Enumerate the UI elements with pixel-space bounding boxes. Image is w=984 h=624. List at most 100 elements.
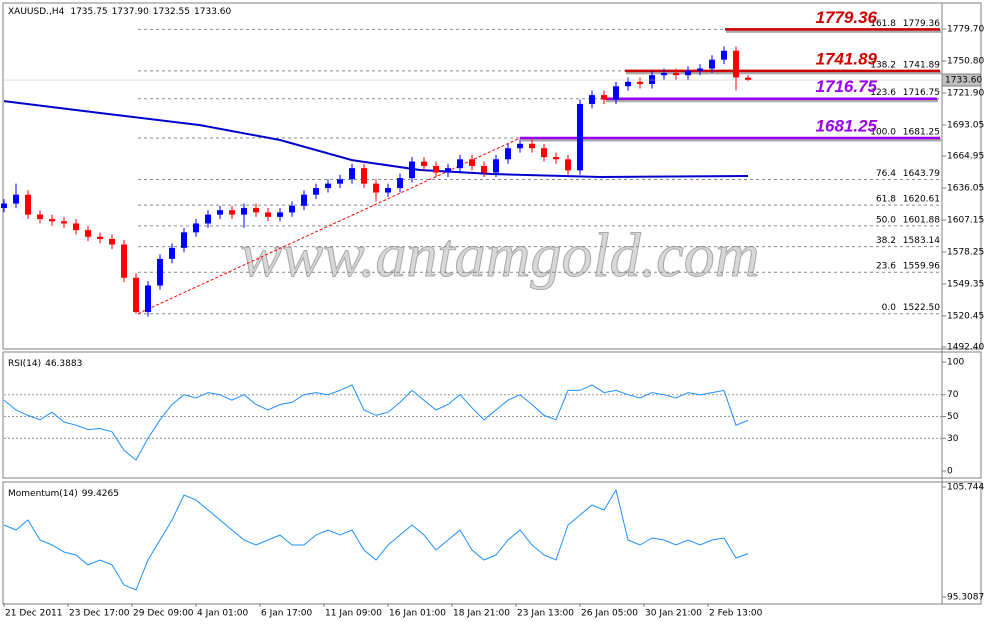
x-tick-label: 4 Jan 01:00 <box>197 609 249 619</box>
chart-header: XAUUSD.,H4 1735.75 1737.90 1732.55 1733.60 <box>8 7 232 17</box>
momentum-current: 99.4265 <box>82 489 119 499</box>
indicator-line <box>3 488 749 591</box>
momentum-panel <box>2 481 982 605</box>
x-tick-label: 29 Dec 09:00 <box>133 609 194 619</box>
candle-body <box>325 183 331 189</box>
fib-ratio: 100.0 <box>870 127 896 137</box>
x-tick-label: 18 Jan 21:00 <box>453 609 510 619</box>
candle-body <box>253 207 259 213</box>
candle-body <box>217 210 223 215</box>
fib-ratio: 138.2 <box>870 60 896 70</box>
y-tick-label: 1664.95 <box>947 152 984 162</box>
candle-body <box>337 179 343 184</box>
candle-body <box>313 188 319 195</box>
candle-body <box>1 203 7 208</box>
candle-body <box>505 148 511 160</box>
y-tick-label: 1693.05 <box>947 120 984 130</box>
high: 1737.90 <box>112 7 149 17</box>
candle-body <box>649 75 655 85</box>
candle-body <box>349 168 355 180</box>
candle-body <box>385 188 391 193</box>
symbol: XAUUSD.,H4 <box>8 7 65 17</box>
level-label: 1779.36 <box>816 8 878 27</box>
price-panel <box>2 2 982 350</box>
candle-body <box>685 70 691 76</box>
fib-price: 1779.36 <box>903 19 940 29</box>
x-tick-label: 2 Feb 13:00 <box>709 609 763 619</box>
y-tick-label: 95.3087 <box>947 593 984 603</box>
candle-body <box>157 258 163 286</box>
fib-ratio: 61.8 <box>876 195 896 205</box>
candle-body <box>613 86 619 100</box>
candle-body <box>169 247 175 259</box>
fib-price: 1522.50 <box>903 303 940 313</box>
fib-ratio: 123.6 <box>870 88 896 98</box>
moving-average <box>3 100 749 179</box>
y-tick-label: 100 <box>947 358 964 368</box>
fib-price: 1643.79 <box>903 169 940 179</box>
fib-ratio: 76.4 <box>876 169 896 179</box>
candle-body <box>409 161 415 179</box>
y-tick-label: 70 <box>947 390 959 400</box>
y-tick-label: 0 <box>947 467 953 477</box>
low: 1732.55 <box>153 7 190 17</box>
fib-price: 1559.96 <box>903 262 940 272</box>
candle-body <box>493 159 499 173</box>
candle-body <box>577 103 583 171</box>
candle-body <box>601 95 607 100</box>
candle-body <box>49 219 55 222</box>
candle-body <box>109 238 115 245</box>
y-tick-label: 30 <box>947 434 959 444</box>
x-tick-label: 16 Jan 01:00 <box>389 609 446 619</box>
candle-body <box>229 210 235 215</box>
candle-body <box>205 214 211 224</box>
fib-price: 1601.88 <box>903 215 940 225</box>
candle-body <box>541 148 547 158</box>
fib-price: 1741.89 <box>903 60 940 70</box>
candle-body <box>481 165 487 173</box>
candle-body <box>85 230 91 237</box>
candle-body <box>625 81 631 87</box>
momentum-header: Momentum(14) 99.4265 <box>8 489 119 499</box>
y-tick-label: 1578.25 <box>947 247 984 257</box>
candle-body <box>673 72 679 76</box>
candle-body <box>145 285 151 313</box>
y-tick-label: 1492.40 <box>947 343 984 353</box>
candle-body <box>469 159 475 166</box>
level-label: 1741.89 <box>816 49 878 68</box>
y-tick-label: 1721.90 <box>947 88 984 98</box>
candle-body <box>733 50 739 78</box>
candle-body <box>661 72 667 76</box>
price-tag-label: 1733.60 <box>945 76 982 86</box>
candle-body <box>361 168 367 184</box>
candle-body <box>637 81 643 85</box>
rsi-title: RSI(14) <box>8 359 41 369</box>
fib-ratio: 161.8 <box>870 19 896 29</box>
trend-line <box>137 137 521 315</box>
candle-body <box>181 232 187 248</box>
level-label: 1716.75 <box>816 77 878 96</box>
candle-body <box>265 212 271 217</box>
y-tick-label: 1607.15 <box>947 215 984 225</box>
y-tick-label: 1520.45 <box>947 311 984 321</box>
momentum-title: Momentum(14) <box>8 489 78 499</box>
candle-body <box>133 277 139 313</box>
candle-body <box>445 168 451 173</box>
candle-body <box>37 214 43 220</box>
candle-body <box>433 165 439 173</box>
rsi-current: 46.3883 <box>45 359 82 369</box>
y-tick-label: 50 <box>947 412 959 422</box>
watermark: www.antamgold.com <box>241 222 760 290</box>
candle-body <box>709 59 715 69</box>
indicator-line <box>3 384 749 461</box>
candle-body <box>565 159 571 171</box>
candle-body <box>373 183 379 193</box>
candle-body <box>397 178 403 189</box>
candle-body <box>61 221 67 224</box>
y-tick-label: 1779.70 <box>947 25 984 35</box>
open: 1735.75 <box>70 7 107 17</box>
x-tick-label: 11 Jan 09:00 <box>325 609 382 619</box>
